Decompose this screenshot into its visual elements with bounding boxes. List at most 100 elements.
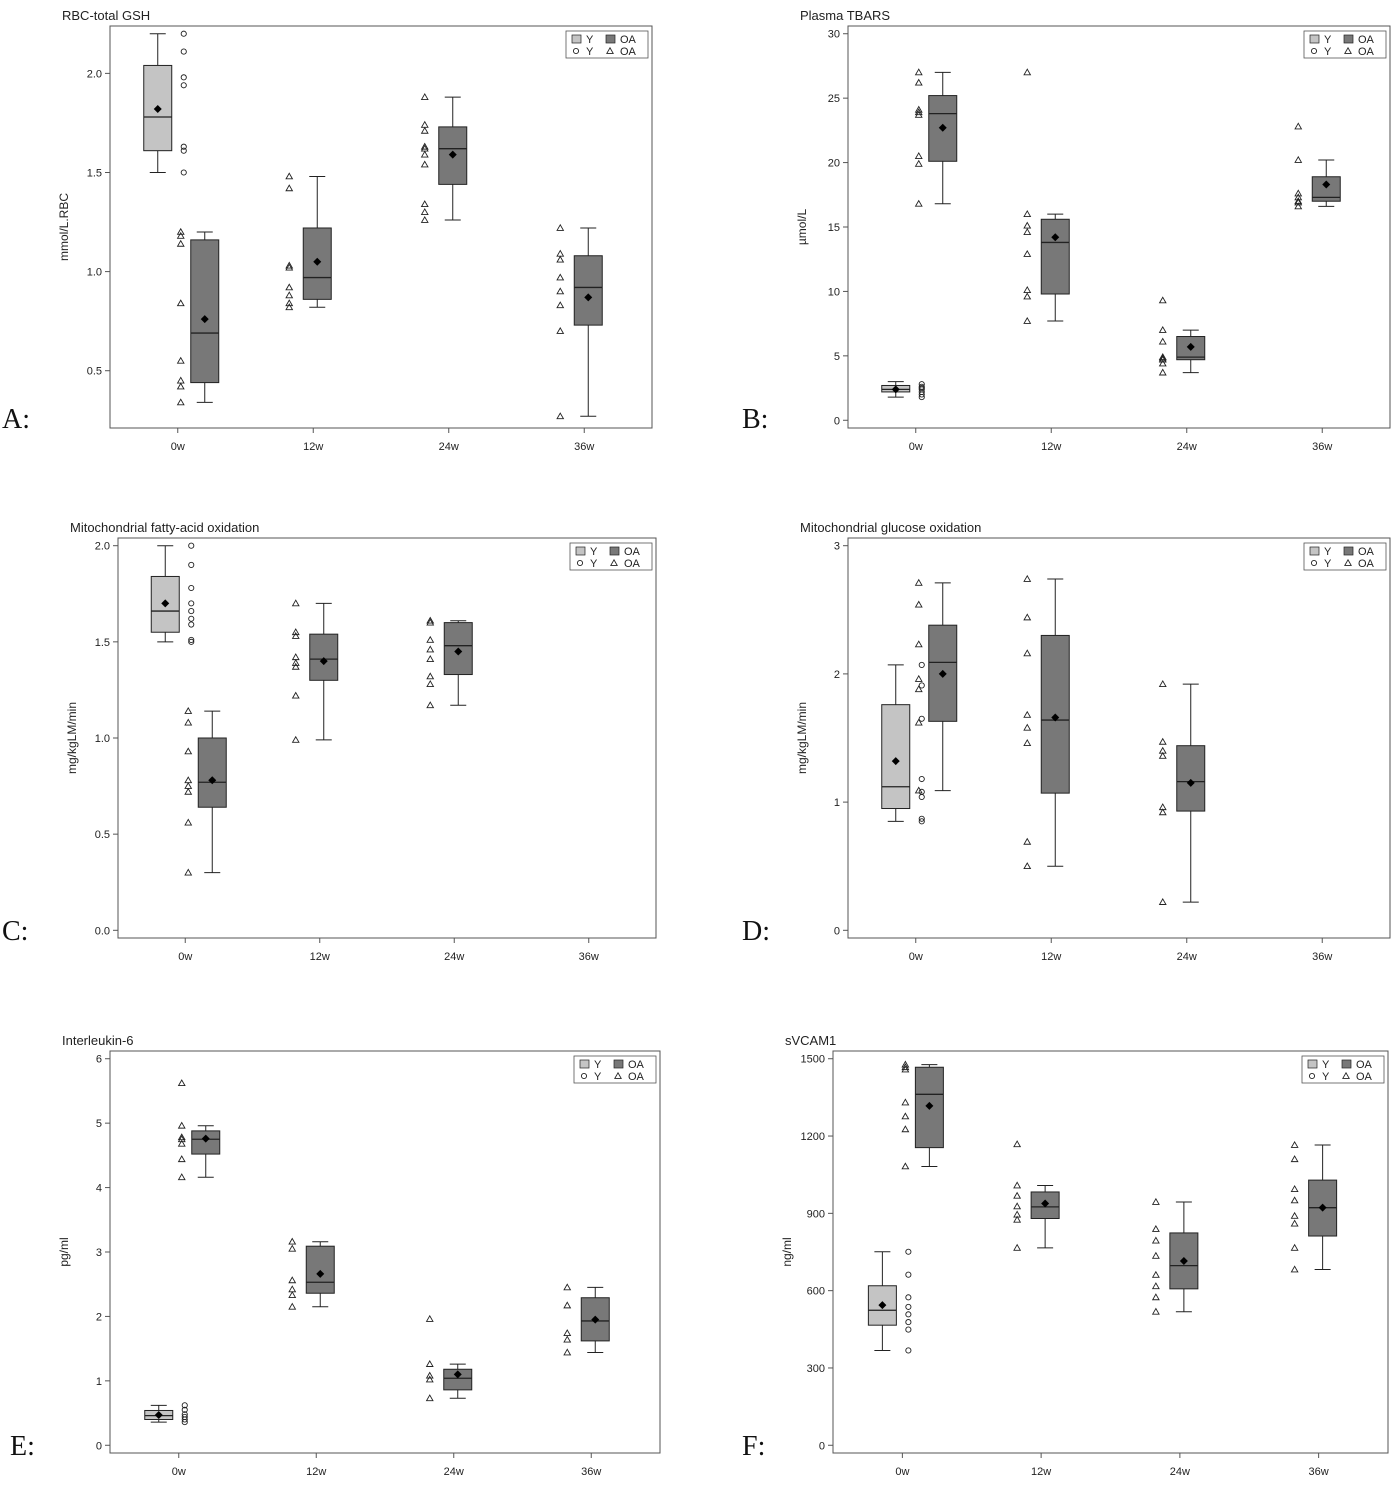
mean-marker [1051,233,1060,242]
box-group-y [881,381,925,401]
data-point-y [905,1326,912,1333]
data-point-oa [563,1348,572,1356]
box [305,1245,335,1294]
x-tick-label: 36w [1312,441,1332,453]
legend-swatch-y [1307,1059,1318,1069]
data-point-oa [288,1276,297,1284]
data-point-oa [556,287,565,295]
data-point-oa [420,142,429,150]
data-point-y [181,1419,188,1426]
legend-point-label-y: Y [590,558,598,570]
box-group-oa [288,1237,335,1310]
mean-marker [925,1101,934,1110]
data-point-oa [1023,739,1032,746]
legend-point-label-oa: OA [1358,558,1375,570]
data-point-oa [1023,286,1032,293]
data-point-y [188,561,195,568]
data-point-oa [425,1359,434,1367]
box-group-oa [1158,680,1206,905]
legend-point-label-y: Y [586,46,594,58]
data-point-oa [184,776,193,784]
data-point-oa [1290,1243,1299,1251]
data-point-oa [184,781,193,789]
y-tick-label: 15 [828,222,840,234]
mean-marker [1186,342,1195,351]
y-axis-label: µmol/L [795,209,809,246]
data-point-y [188,584,195,592]
legend-swatch-y [1309,34,1320,44]
panel-f: F: sVCAM1 ng/ml 0 300 600 900 1200 1500 0w 12w 24w 3… [740,1025,1400,1483]
data-point-y [180,169,187,176]
data-point-y [188,615,195,622]
mean-marker [1186,778,1195,787]
legend-label-oa: OA [628,1059,645,1071]
data-point-oa [1151,1197,1160,1205]
y-tick-label: 300 [807,1363,825,1375]
legend-label-oa: OA [1358,546,1375,558]
data-point-oa [177,1139,186,1147]
legend-label-oa: OA [1356,1059,1373,1071]
data-point-oa [288,1302,297,1310]
mean-marker [153,105,162,114]
data-point-oa [1023,613,1032,621]
mean-marker [584,293,593,302]
y-tick-label: 1 [834,797,840,809]
y-tick-label: 1.5 [87,167,102,179]
data-point-y [180,82,187,89]
data-point-y [905,1294,912,1301]
chart-svg: B: Plasma TBARS µmol/L 0 5 10 15 20 25 30 0w 12w 24w… [742,8,1391,453]
legend-swatch-y [571,34,582,44]
legend-point-label-oa: OA [628,1071,645,1083]
box-group-oa [1013,1140,1060,1251]
legend-swatch-oa [605,34,616,44]
data-point-y [918,793,925,801]
box [573,255,603,326]
box-group-oa [1023,68,1070,324]
y-tick-label: 10 [828,286,840,298]
data-point-oa [176,398,185,406]
x-tick-label: 24w [1177,441,1197,453]
x-tick-label: 24w [1170,1466,1190,1478]
panel-letter: A: [2,404,30,435]
y-tick-label: 0 [834,925,840,937]
data-point-oa [901,1162,910,1170]
legend-swatch-y [579,1059,590,1069]
mean-marker [200,315,209,324]
data-point-oa [563,1329,572,1337]
x-tick-label: 24w [444,951,464,963]
mean-marker [1322,180,1331,189]
legend-marker-y [572,47,580,55]
data-point-oa [1023,316,1032,324]
data-point-oa [1158,897,1167,905]
mean-marker [161,599,170,608]
data-point-oa [291,653,300,661]
legend-label-y: Y [586,34,594,46]
legend-point-label-y: Y [1322,1071,1330,1083]
y-tick-label: 5 [96,1118,102,1130]
data-point-oa [914,108,923,116]
data-point-y [188,542,195,549]
data-point-oa [556,326,565,334]
panel-a: A: RBC-total GSH mmol/L.RBC 0.5 1.0 1.5 2.0 0w 1… [0,0,700,470]
data-point-y [905,1303,912,1310]
data-point-oa [1151,1270,1160,1278]
mean-marker [319,657,328,666]
data-point-y [188,600,195,607]
box-group-oa [1158,296,1206,376]
y-tick-label: 0 [834,415,840,427]
data-point-oa [426,616,435,624]
data-point-oa [176,376,185,384]
box-group-y [143,30,187,176]
mean-marker [201,1134,210,1143]
y-tick-label: 0.5 [95,829,110,841]
box [1040,218,1070,295]
mean-marker [1051,713,1060,722]
data-point-oa [901,1125,910,1133]
data-point-oa [563,1301,572,1309]
data-point-y [181,1402,188,1409]
y-tick-label: 0 [819,1440,825,1452]
legend-marker-oa [606,46,614,54]
legend-label-oa: OA [1358,34,1375,46]
legend-swatch-oa [613,1059,624,1069]
box-group-oa [285,172,332,311]
